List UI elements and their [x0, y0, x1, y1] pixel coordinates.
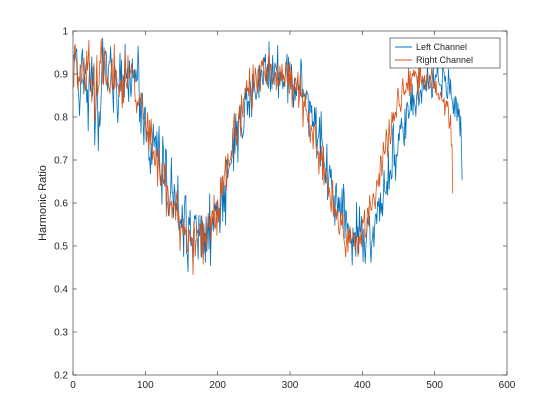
legend-label-left: Left Channel [416, 42, 467, 52]
legend: Left Channel Right Channel [389, 37, 501, 69]
y-axis-label: Harmonic Ratio [37, 165, 49, 241]
ticks-layer: 0 100 200 300 400 500 600 0.2 0.3 0.4 0.5 0.6 0.7 0.8… [54, 27, 516, 392]
plot-area [73, 31, 507, 375]
y-tick-label: 0.3 [54, 328, 68, 339]
x-tick-label: 600 [499, 380, 516, 391]
x-tick-label: 0 [70, 380, 76, 391]
x-tick-label: 400 [354, 380, 371, 391]
x-tick-label: 100 [137, 380, 154, 391]
x-tick-label: 200 [209, 380, 226, 391]
legend-label-right: Right Channel [416, 55, 473, 65]
y-tick-label: 0.9 [54, 70, 68, 81]
y-tick-label: 0.6 [54, 199, 68, 210]
y-tick-label: 0.7 [54, 156, 68, 167]
y-tick-label: 0.4 [54, 285, 68, 296]
y-tick-label: 0.2 [54, 371, 68, 382]
series-layer [73, 37, 463, 275]
x-tick-label: 300 [282, 380, 299, 391]
legend-box [389, 37, 501, 69]
x-tick-label: 500 [426, 380, 443, 391]
y-tick-label: 1 [62, 27, 68, 38]
y-tick-label: 0.5 [54, 242, 68, 253]
series-line-right-channel [73, 38, 454, 275]
y-tick-label: 0.8 [54, 113, 68, 124]
